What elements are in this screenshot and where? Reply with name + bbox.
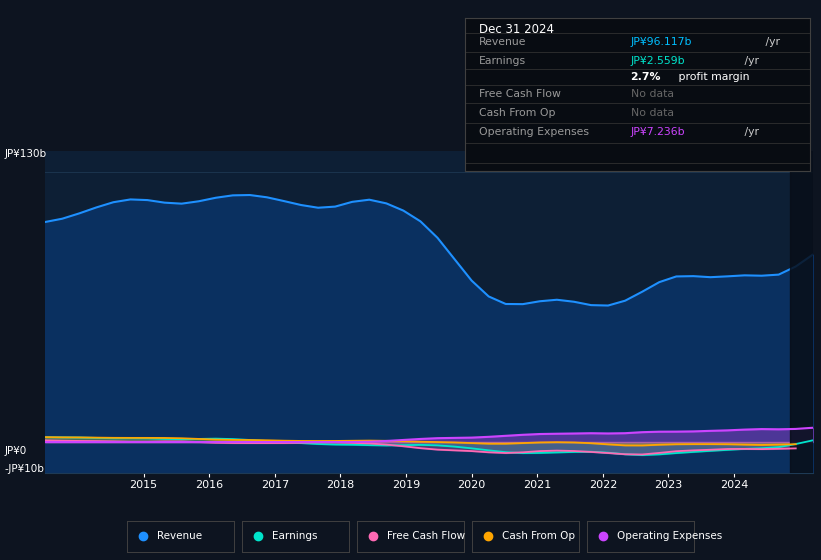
Text: JP¥0: JP¥0 [4, 446, 26, 456]
Text: JP¥7.236b: JP¥7.236b [631, 127, 686, 137]
Text: Revenue: Revenue [157, 531, 202, 541]
Bar [790, 151, 813, 473]
Text: /yr: /yr [762, 38, 780, 48]
Text: /yr: /yr [741, 56, 759, 66]
Text: 2.7%: 2.7% [631, 72, 661, 82]
Text: Earnings: Earnings [479, 56, 526, 66]
Text: Dec 31 2024: Dec 31 2024 [479, 23, 554, 36]
Text: profit margin: profit margin [676, 72, 750, 82]
Text: No data: No data [631, 108, 673, 118]
Text: Cash From Op: Cash From Op [479, 108, 555, 118]
Text: Operating Expenses: Operating Expenses [479, 127, 589, 137]
Text: Free Cash Flow: Free Cash Flow [387, 531, 466, 541]
Text: No data: No data [631, 88, 673, 99]
Text: Cash From Op: Cash From Op [502, 531, 575, 541]
Text: JP¥96.117b: JP¥96.117b [631, 38, 692, 48]
Text: JP¥130b: JP¥130b [4, 149, 46, 159]
Text: -JP¥10b: -JP¥10b [4, 464, 44, 474]
Text: /yr: /yr [741, 127, 759, 137]
Text: Earnings: Earnings [272, 531, 318, 541]
Text: Operating Expenses: Operating Expenses [617, 531, 722, 541]
Text: Free Cash Flow: Free Cash Flow [479, 88, 561, 99]
Text: Revenue: Revenue [479, 38, 526, 48]
Text: JP¥2.559b: JP¥2.559b [631, 56, 686, 66]
